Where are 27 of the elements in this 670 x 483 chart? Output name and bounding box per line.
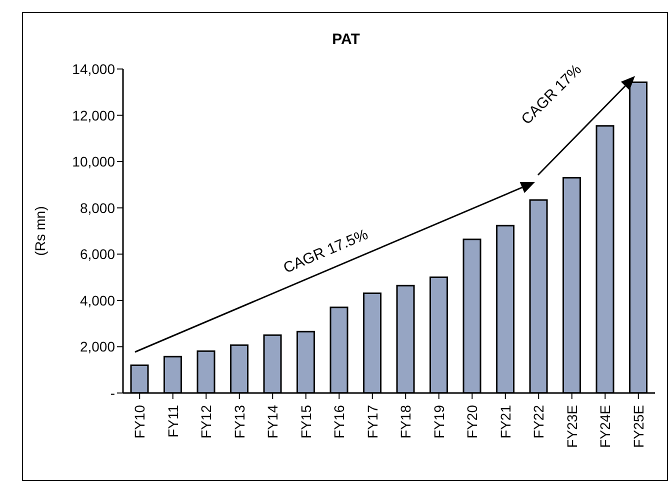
y-tick-label: 8,000 — [80, 200, 116, 216]
y-tick-label: - — [110, 384, 116, 401]
y-tick-label: 14,000 — [72, 60, 116, 77]
x-tick-label: FY22 — [530, 404, 547, 438]
y-tick-label: 10,000 — [72, 154, 116, 170]
x-tick-label: FY13 — [231, 404, 248, 438]
y-tick-label: 12,000 — [72, 107, 116, 124]
x-tick-label: FY18 — [398, 404, 414, 438]
x-tick-label: FY17 — [364, 404, 380, 438]
x-tick-label: FY25E — [630, 405, 646, 448]
x-tick-label: FY10 — [132, 404, 148, 438]
x-tick-label: FY16 — [331, 404, 348, 438]
x-tick-label: FY15 — [298, 404, 314, 438]
y-tick-label: 4,000 — [80, 292, 116, 308]
x-tick-label: FY12 — [198, 404, 214, 438]
x-tick-label: FY21 — [497, 404, 514, 438]
x-tick-label: FY20 — [464, 404, 480, 438]
x-tick-label: FY19 — [430, 404, 447, 438]
annotation: CAGR 17.5% — [281, 226, 371, 277]
x-tick-label: FY24E — [597, 405, 614, 448]
x-tick-label: FY14 — [264, 404, 281, 438]
chart-title: PAT — [331, 31, 361, 48]
x-tick-label: FY11 — [164, 404, 181, 438]
y-tick-label: 6,000 — [80, 246, 116, 262]
x-tick-label: FY23E — [564, 405, 580, 448]
y-axis-title: (Rs mn) — [32, 206, 48, 256]
y-tick-label: 2,000 — [80, 338, 116, 355]
